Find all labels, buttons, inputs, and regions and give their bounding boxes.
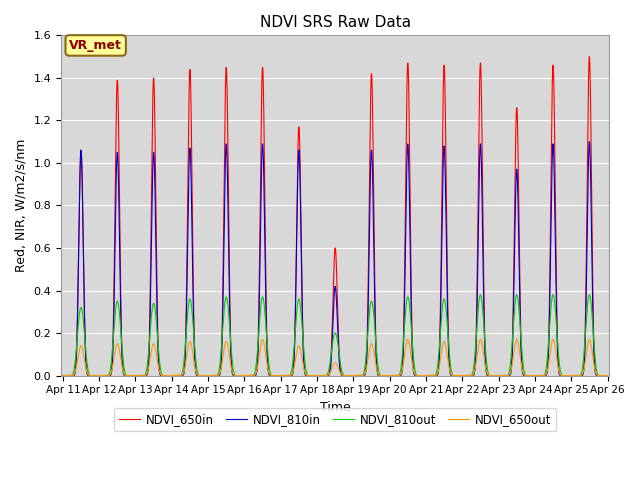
NDVI_810in xyxy=(573,372,580,378)
NDVI_650in xyxy=(475,156,483,162)
NDVI_810out xyxy=(200,372,207,378)
NDVI_650out xyxy=(200,372,207,378)
NDVI_650in xyxy=(59,372,67,378)
NDVI_810out xyxy=(386,372,394,378)
Legend: NDVI_650in, NDVI_810in, NDVI_810out, NDVI_650out: NDVI_650in, NDVI_810in, NDVI_810out, NDV… xyxy=(114,408,556,431)
NDVI_650in xyxy=(604,372,611,378)
Line: NDVI_810in: NDVI_810in xyxy=(63,142,607,375)
NDVI_810out xyxy=(477,292,484,298)
NDVI_810in xyxy=(386,372,394,378)
NDVI_650in xyxy=(247,372,255,378)
NDVI_810out xyxy=(227,344,235,349)
NDVI_810in xyxy=(586,139,593,144)
NDVI_650out xyxy=(247,372,255,378)
NDVI_650in xyxy=(586,54,593,60)
Line: NDVI_650in: NDVI_650in xyxy=(63,57,607,375)
NDVI_650out xyxy=(227,364,235,370)
NDVI_650in xyxy=(386,372,394,378)
NDVI_810out xyxy=(247,372,255,378)
NDVI_810out xyxy=(604,372,611,378)
Title: NDVI SRS Raw Data: NDVI SRS Raw Data xyxy=(260,15,411,30)
NDVI_650out xyxy=(573,372,580,378)
NDVI_810out xyxy=(573,372,580,378)
NDVI_650out xyxy=(59,372,67,378)
NDVI_810in xyxy=(59,372,67,378)
Line: NDVI_650out: NDVI_650out xyxy=(63,339,607,375)
Y-axis label: Red, NIR, W/m2/s/nm: Red, NIR, W/m2/s/nm xyxy=(15,139,28,272)
NDVI_650out xyxy=(475,342,483,348)
NDVI_650in xyxy=(573,372,580,378)
NDVI_650out xyxy=(259,336,266,342)
NDVI_810in xyxy=(247,372,255,378)
X-axis label: Time: Time xyxy=(320,401,351,414)
NDVI_650out xyxy=(386,372,394,378)
Text: VR_met: VR_met xyxy=(69,39,122,52)
NDVI_650in xyxy=(200,372,207,378)
NDVI_650in xyxy=(227,351,235,357)
NDVI_810in xyxy=(604,372,611,378)
NDVI_810out xyxy=(59,372,67,378)
NDVI_810out xyxy=(475,302,483,308)
NDVI_650out xyxy=(604,372,611,378)
Line: NDVI_810out: NDVI_810out xyxy=(63,295,607,375)
NDVI_810in xyxy=(227,356,235,362)
NDVI_810in xyxy=(200,372,207,378)
NDVI_810in xyxy=(475,213,483,218)
